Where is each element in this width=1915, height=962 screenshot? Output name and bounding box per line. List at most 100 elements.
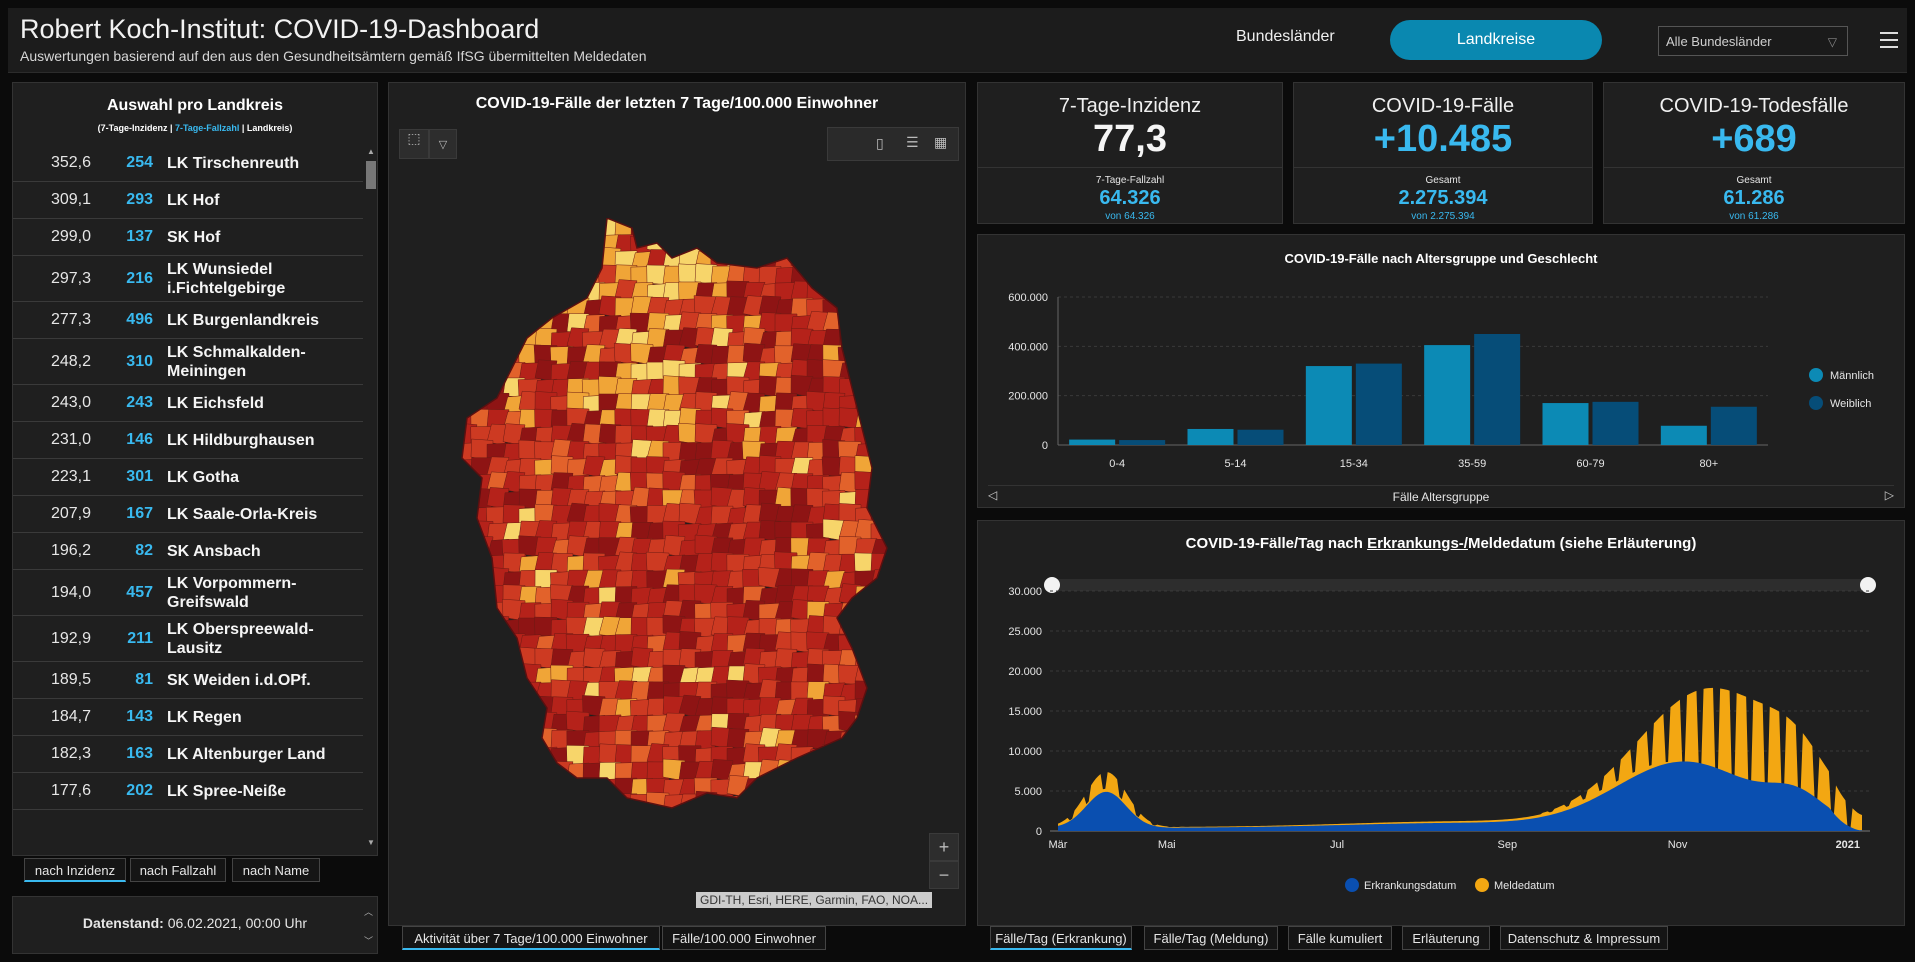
map-district[interactable] [457, 375, 478, 398]
map-district[interactable] [854, 346, 878, 367]
map-district[interactable] [886, 490, 897, 510]
map-district[interactable] [886, 791, 897, 813]
map-district[interactable] [502, 297, 526, 318]
list-item[interactable]: 309,1 293 LK Hof [13, 182, 363, 219]
map-district[interactable] [838, 743, 862, 766]
map-district[interactable] [886, 523, 897, 544]
map-district[interactable] [870, 538, 893, 558]
map-district[interactable] [517, 726, 543, 750]
map-district[interactable] [837, 314, 863, 335]
map-district[interactable] [502, 714, 526, 734]
map-district[interactable] [742, 218, 766, 239]
map-district[interactable] [870, 248, 893, 270]
map-district[interactable] [534, 776, 558, 798]
map-district[interactable] [457, 666, 478, 687]
map-district[interactable] [886, 347, 897, 368]
bar-männlich-5-14[interactable] [1187, 428, 1234, 445]
map-district[interactable] [457, 311, 478, 334]
map-district[interactable] [470, 298, 494, 318]
map-district[interactable] [470, 555, 494, 576]
bar-weiblich-35-59[interactable] [1474, 334, 1521, 445]
map-district[interactable] [457, 471, 478, 494]
map-district[interactable] [582, 779, 606, 800]
map-district[interactable] [870, 391, 893, 414]
map-district[interactable] [583, 808, 605, 818]
map-district[interactable] [502, 665, 526, 686]
map-district[interactable] [486, 746, 510, 767]
bar-männlich-80+[interactable] [1660, 425, 1707, 445]
map-district[interactable] [854, 393, 878, 414]
map-district[interactable] [870, 680, 893, 702]
map-district[interactable] [486, 726, 510, 750]
map-district[interactable] [870, 727, 893, 750]
list-item[interactable]: 194,0 457 LK Vorpommern-Greifswald [13, 570, 363, 616]
germany-choropleth-map[interactable] [457, 218, 897, 818]
map-district[interactable] [886, 218, 897, 239]
map-district[interactable] [807, 809, 829, 818]
map-district[interactable] [838, 761, 862, 782]
map-district[interactable] [470, 682, 494, 702]
map-district[interactable] [457, 682, 478, 702]
map-district[interactable] [886, 762, 897, 782]
map-district[interactable] [695, 810, 717, 818]
map-district[interactable] [470, 282, 494, 302]
map-district[interactable] [518, 791, 542, 813]
map-district[interactable] [486, 681, 510, 702]
tab-landkreise[interactable]: Landkreise [1390, 20, 1602, 60]
list-item[interactable]: 243,0 243 LK Eichsfeld [13, 385, 363, 422]
map-district[interactable] [566, 778, 590, 798]
map-district[interactable] [534, 232, 558, 254]
map-district[interactable] [470, 618, 494, 638]
sort-by-fallzahl-button[interactable]: nach Fallzahl [130, 858, 226, 882]
map-district[interactable] [470, 762, 494, 782]
list-item[interactable]: 231,0 146 LK Hildburghausen [13, 422, 363, 459]
map-district[interactable] [886, 506, 897, 527]
map-district[interactable] [854, 759, 878, 782]
map-district[interactable] [550, 792, 574, 813]
map-district[interactable] [518, 775, 542, 798]
map-district[interactable] [457, 650, 478, 670]
map-district[interactable] [806, 233, 830, 254]
map-district[interactable] [518, 695, 542, 718]
map-district[interactable] [870, 456, 893, 478]
map-district[interactable] [885, 538, 897, 559]
list-item[interactable]: 297,3 216 LK Wunsiedel i.Fichtelgebirge [13, 256, 363, 302]
map-district[interactable] [457, 298, 478, 319]
map-district[interactable] [502, 762, 526, 782]
list-item[interactable]: 352,6 254 LK Tirschenreuth [13, 145, 363, 182]
map-district[interactable] [457, 218, 478, 238]
map-district[interactable] [886, 586, 897, 606]
map-district[interactable] [870, 698, 893, 718]
bundesland-select[interactable]: Alle Bundesländer ▽ [1658, 26, 1848, 56]
map-district[interactable] [646, 218, 670, 238]
map-district[interactable] [457, 263, 478, 286]
map-district[interactable] [838, 218, 862, 238]
map-district[interactable] [470, 777, 494, 798]
map-district[interactable] [806, 218, 830, 238]
map-district[interactable] [886, 328, 897, 350]
map-district[interactable] [886, 632, 897, 654]
map-district[interactable] [457, 585, 478, 606]
map-district[interactable] [711, 809, 733, 818]
bar-weiblich-80+[interactable] [1710, 406, 1757, 445]
map-district[interactable] [854, 807, 878, 818]
bar-männlich-15-34[interactable] [1305, 366, 1352, 445]
map-district[interactable] [854, 746, 878, 766]
map-district[interactable] [886, 440, 897, 462]
map-district[interactable] [486, 232, 510, 254]
map-district[interactable] [886, 600, 897, 622]
map-district[interactable] [566, 262, 590, 286]
map-district[interactable] [870, 375, 893, 398]
map-district[interactable] [470, 359, 494, 382]
map-district[interactable] [486, 715, 510, 736]
map-district[interactable] [839, 809, 861, 818]
bar-männlich-35-59[interactable] [1424, 345, 1471, 445]
map-district[interactable] [870, 746, 893, 766]
map-district[interactable] [457, 712, 479, 734]
map-district[interactable] [822, 249, 846, 270]
map-district[interactable] [550, 232, 574, 254]
map-district[interactable] [870, 218, 893, 238]
map-district[interactable] [485, 312, 511, 334]
map-district[interactable] [854, 359, 878, 382]
map-district[interactable] [502, 230, 526, 254]
